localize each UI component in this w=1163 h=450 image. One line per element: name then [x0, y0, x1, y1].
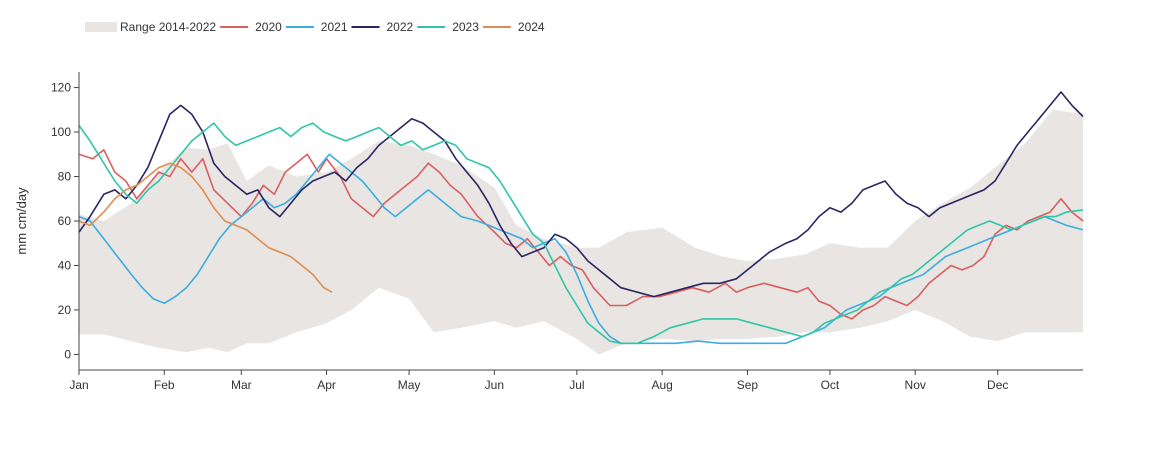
series-line-2024 [78, 162, 333, 293]
x-tick-label: Feb [154, 378, 175, 392]
legend-label: 2021 [321, 20, 348, 34]
y-axis-ticks: 0 20 40 60 80 100 120 [51, 81, 79, 361]
y-tick-label: 80 [58, 170, 72, 184]
y-tick-label: 0 [64, 347, 71, 361]
x-tick-label: Mar [231, 378, 252, 392]
legend: Range 2014-2022 2020 2021 2022 2023 2024 [85, 20, 545, 34]
y-tick-label: 20 [58, 303, 72, 317]
series-line-2023 [78, 122, 1084, 345]
legend-label: 2022 [387, 20, 414, 34]
x-axis-ticks: Jan Feb Mar Apr May Jun Jul Aug Sep Oct Nov Dec [69, 370, 1008, 392]
legend-label: Range 2014-2022 [120, 20, 216, 34]
range-band [79, 109, 1083, 355]
x-tick-label: Jul [569, 378, 584, 392]
series-lines [78, 91, 1084, 345]
x-tick-label: Sep [737, 378, 759, 392]
x-tick-label: Dec [987, 378, 1008, 392]
legend-label: 2023 [452, 20, 479, 34]
y-tick-label: 40 [58, 258, 72, 272]
y-tick-label: 100 [51, 125, 71, 139]
y-axis-title: mm cm/day [14, 187, 29, 255]
y-tick-label: 60 [58, 214, 72, 228]
series-line-2022 [78, 91, 1084, 298]
x-tick-label: Aug [651, 378, 672, 392]
x-tick-label: Jan [69, 378, 88, 392]
x-tick-label: Apr [317, 378, 336, 392]
x-tick-label: May [398, 378, 421, 392]
y-tick-label: 120 [51, 81, 71, 95]
x-tick-label: Oct [821, 378, 840, 392]
range-band-area [79, 109, 1083, 355]
legend-label: 2020 [255, 20, 282, 34]
x-tick-label: Jun [485, 378, 504, 392]
legend-swatch-range [85, 22, 117, 32]
x-tick-label: Nov [905, 378, 926, 392]
legend-label: 2024 [518, 20, 545, 34]
